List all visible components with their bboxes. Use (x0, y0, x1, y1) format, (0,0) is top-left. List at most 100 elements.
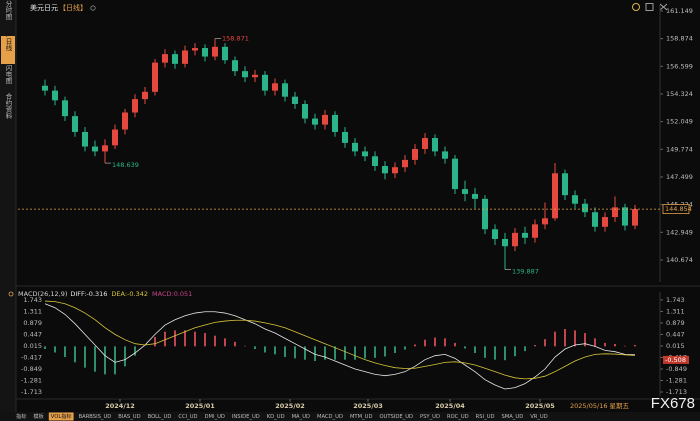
bottom-tab[interactable]: VOL指标 (51, 412, 72, 420)
bottom-tab[interactable]: RSI_UD (476, 414, 495, 420)
icon-close[interactable] (659, 3, 668, 11)
candle-body (442, 151, 448, 159)
bottom-tab[interactable]: BOLL_UD (148, 414, 172, 420)
bottom-tab[interactable]: MTM_UD (350, 414, 373, 420)
annotation: 158.871 (222, 35, 249, 43)
bottom-tab[interactable]: 指标 (16, 412, 26, 420)
candle-body (102, 145, 108, 152)
bottom-tab[interactable]: 模板 (33, 412, 44, 420)
y-tick-label: 1.743 (666, 296, 685, 304)
candle-body (202, 48, 208, 57)
candle-body (292, 96, 298, 104)
symbol: 美元日元 (30, 3, 58, 12)
candle-body (222, 46, 228, 61)
candle-body (52, 90, 58, 101)
candle-body (372, 156, 378, 166)
bottom-tab-active (48, 412, 74, 421)
y-tick-label-left: 0.015 (23, 342, 42, 350)
icon-window[interactable] (645, 3, 654, 11)
candle-body (232, 60, 238, 72)
side-tab-active (1, 36, 15, 64)
side-tab[interactable]: 闪电图 (4, 63, 12, 85)
candle-body (582, 203, 588, 213)
bottom-tab[interactable]: OUTSIDE_UD (379, 414, 413, 420)
candle-body (162, 54, 168, 63)
y-tick-label-left: -1.281 (21, 376, 42, 384)
candle-body (312, 118, 318, 125)
candle-body (322, 114, 328, 125)
annotation: 148.639 (112, 161, 139, 169)
y-tick-label-left: -1.713 (21, 388, 42, 396)
candle-body (92, 146, 98, 152)
x-tick-label: 2025/03 (353, 402, 383, 410)
candle-body (62, 100, 68, 117)
y-tick-label: 142.949 (666, 228, 693, 236)
legend-item: DEA:-0.342 (111, 290, 148, 298)
settings-icon[interactable] (90, 5, 96, 11)
candle-body (242, 71, 248, 78)
candle-body (352, 142, 358, 152)
candle-body (172, 54, 178, 64)
y-tick-label: -1.281 (666, 376, 687, 384)
candle-body (602, 217, 608, 227)
candle-body (302, 103, 308, 119)
bottom-tab[interactable]: CCI_UD (178, 414, 197, 420)
bottom-tab[interactable]: BIAS_UD (118, 414, 140, 420)
y-tick-label: 0.015 (666, 342, 685, 350)
candle-body (562, 173, 568, 196)
y-tick-label-left: 1.311 (23, 307, 42, 315)
bottom-tab[interactable]: VR_UD (530, 414, 548, 420)
bottom-tab[interactable]: INSIDE_UD (232, 414, 260, 420)
candle-body (572, 195, 578, 204)
y-tick-label: -0.849 (666, 365, 687, 373)
x-tick-label: 2024/12 (105, 402, 135, 410)
x-tick-label: 2025/05 (525, 402, 555, 410)
candle-body (422, 138, 428, 149)
icon-light[interactable] (632, 3, 640, 11)
indicator-icon[interactable] (8, 291, 14, 297)
y-tick-label-left: 0.879 (23, 319, 42, 327)
last-price-label: 144.854 (665, 205, 692, 213)
candle-body (452, 158, 458, 190)
side-tab[interactable]: 合约资料 (4, 92, 12, 121)
indicator-line (44, 300, 636, 380)
y-tick-label: 158.874 (666, 35, 693, 43)
candle-body (522, 232, 528, 238)
candle-body (492, 229, 498, 239)
candle-body (392, 167, 398, 174)
bottom-tab[interactable]: PSY_UD (420, 414, 440, 420)
candle-body (272, 83, 278, 91)
candle-body (412, 148, 418, 160)
bottom-tab[interactable]: MACD_UD (317, 414, 343, 420)
candle-body (432, 138, 438, 152)
y-tick-label: 149.774 (666, 145, 693, 153)
candle-body (462, 189, 468, 194)
candle-body (592, 212, 598, 227)
bottom-tab[interactable]: MA_UD (292, 414, 310, 420)
bottom-tab[interactable]: BARBSIS_UD (79, 414, 112, 420)
candle-body (132, 99, 138, 113)
last-price-box (662, 204, 690, 215)
y-tick-label: 161.149 (666, 7, 693, 15)
candle-body (342, 131, 348, 143)
bottom-tab[interactable]: KD_UD (267, 414, 285, 420)
y-tick-label-left: 1.743 (23, 296, 42, 304)
side-tab[interactable]: 分时图 (4, 0, 12, 21)
side-tab[interactable]: 1日线 (4, 33, 12, 50)
period: 【日线】 (59, 3, 87, 12)
top-icons (632, 3, 668, 11)
bottom-tab[interactable]: ROC_UD (447, 414, 469, 420)
candle-body (612, 207, 618, 218)
candle-body (72, 116, 78, 132)
candle-body (532, 224, 538, 238)
y-tick-label: 147.499 (666, 173, 693, 181)
bottom-tab[interactable]: DMI_UD (205, 414, 225, 420)
candle-body (472, 193, 478, 199)
candle-body (252, 74, 258, 78)
candle-body (402, 159, 408, 168)
date-box: 2025/05/16 星期五 (570, 402, 630, 410)
candle-body (542, 218, 548, 225)
candle-body (82, 131, 88, 147)
y-tick-label: 152.049 (666, 118, 693, 126)
bottom-tab[interactable]: SMA_UD (501, 414, 523, 420)
